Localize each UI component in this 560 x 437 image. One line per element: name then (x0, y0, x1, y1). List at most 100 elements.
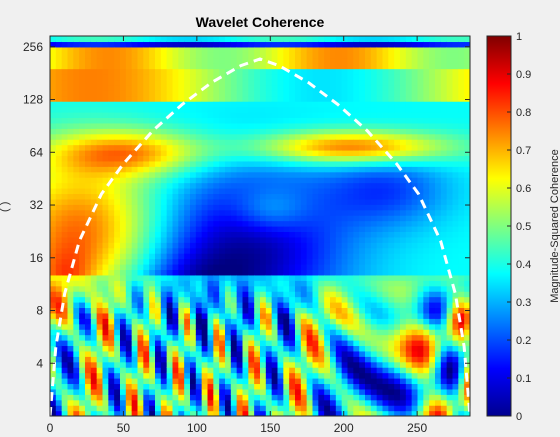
heatmap-cell (201, 220, 209, 227)
heatmap-cell (219, 90, 226, 97)
heatmap-cell (306, 296, 314, 303)
heatmap-cell (376, 296, 384, 303)
heatmap-cell (242, 388, 249, 395)
heatmap-cell (55, 247, 63, 254)
heatmap-cell (108, 171, 115, 178)
heatmap-cell (166, 399, 174, 406)
heatmap-cell (394, 296, 401, 303)
heatmap-cell (382, 41, 389, 48)
heatmap-cell (166, 155, 174, 162)
heatmap-cell (440, 74, 448, 81)
heatmap-cell (85, 236, 92, 243)
heatmap-cell (318, 323, 325, 330)
heatmap-cell (347, 291, 354, 298)
heatmap-cell (225, 242, 232, 249)
heatmap-cell (114, 356, 121, 363)
heatmap-cell (347, 410, 354, 416)
heatmap-cell (184, 253, 191, 260)
heatmap-cell (108, 236, 115, 243)
heatmap-cell (96, 74, 104, 81)
heatmap-cell (96, 247, 104, 254)
heatmap-cell (155, 128, 162, 135)
heatmap-cell (61, 182, 69, 189)
heatmap-cell (79, 95, 86, 102)
heatmap-cell (108, 74, 115, 81)
heatmap-cell (341, 144, 349, 151)
heatmap-cell (184, 383, 191, 390)
heatmap-cell (382, 182, 389, 189)
heatmap-cell (388, 188, 395, 195)
heatmap-cell (178, 318, 185, 325)
heatmap-cell (312, 318, 319, 325)
heatmap-cell (359, 253, 366, 260)
heatmap-cell (359, 46, 366, 53)
heatmap-cell (265, 323, 273, 330)
heatmap-cell (242, 101, 249, 108)
heatmap-cell (236, 198, 244, 205)
heatmap-cell (55, 285, 63, 292)
heatmap-cell (155, 247, 162, 254)
heatmap-cell (219, 79, 226, 86)
heatmap-cell (405, 133, 413, 140)
heatmap-cell (184, 68, 191, 75)
heatmap-cell (283, 139, 290, 146)
heatmap-cell (260, 226, 267, 233)
heatmap-cell (435, 242, 442, 249)
heatmap-cell (85, 247, 92, 254)
heatmap-cell (195, 236, 203, 243)
heatmap-cell (452, 226, 459, 233)
heatmap-cell (277, 285, 284, 292)
heatmap-cell (131, 182, 139, 189)
heatmap-cell (178, 323, 185, 330)
heatmap-cell (242, 378, 249, 385)
heatmap-cell (166, 90, 174, 97)
heatmap-cell (429, 302, 436, 309)
heatmap-cell (324, 182, 331, 189)
heatmap-cell (85, 274, 92, 281)
heatmap-cell (394, 177, 401, 184)
heatmap-cell (67, 150, 74, 157)
heatmap-cell (55, 150, 63, 157)
heatmap-cell (400, 182, 407, 189)
heatmap-cell (405, 84, 413, 91)
heatmap-cell (155, 356, 162, 363)
heatmap-cell (260, 345, 267, 352)
heatmap-cell (260, 122, 267, 129)
heatmap-cell (265, 253, 273, 260)
heatmap-cell (178, 372, 185, 379)
heatmap-cell (225, 383, 232, 390)
heatmap-cell (155, 388, 162, 395)
heatmap-cell (347, 307, 354, 314)
heatmap-cell (166, 128, 174, 135)
heatmap-cell (85, 388, 92, 395)
heatmap-cell (73, 345, 80, 352)
heatmap-cell (446, 296, 454, 303)
heatmap-cell (160, 302, 168, 309)
heatmap-cell (429, 361, 436, 368)
heatmap-cell (335, 106, 343, 113)
heatmap-cell (190, 274, 197, 281)
heatmap-cell (458, 394, 465, 401)
heatmap-cell (242, 90, 249, 97)
heatmap-cell (394, 350, 401, 357)
heatmap-cell (55, 269, 63, 276)
heatmap-cell (125, 220, 133, 227)
heatmap-cell (155, 74, 162, 81)
heatmap-cell (318, 95, 325, 102)
heatmap-cell (178, 133, 185, 140)
heatmap-cell (149, 188, 156, 195)
heatmap-cell (254, 340, 261, 347)
heatmap-cell (213, 388, 220, 395)
heatmap-cell (382, 177, 389, 184)
heatmap-cell (423, 247, 430, 254)
heatmap-cell (417, 166, 424, 173)
heatmap-cell (429, 356, 436, 363)
heatmap-cell (236, 323, 244, 330)
heatmap-cell (277, 204, 284, 211)
heatmap-cell (155, 226, 162, 233)
heatmap-cell (114, 247, 121, 254)
heatmap-cell (108, 41, 115, 48)
heatmap-cell (341, 52, 349, 59)
heatmap-cell (166, 193, 174, 200)
heatmap-cell (61, 101, 69, 108)
